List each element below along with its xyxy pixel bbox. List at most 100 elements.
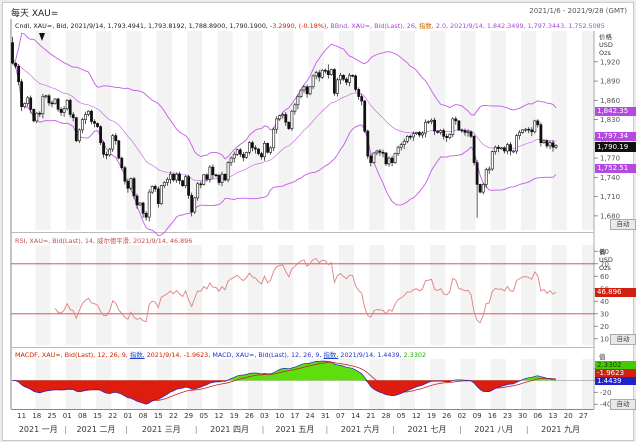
svg-text:2021 一月: 2021 一月 xyxy=(19,425,58,434)
svg-text:21: 21 xyxy=(366,412,375,420)
svg-text:|: | xyxy=(195,425,198,434)
bband-legend-text: BBnd, XAU=, Bid(Last), 26, xyxy=(330,22,417,30)
svg-text:2021 二月: 2021 二月 xyxy=(77,425,116,434)
svg-text:01: 01 xyxy=(123,412,132,420)
svg-text:10: 10 xyxy=(275,412,284,420)
last-price-badge: 1,790.19 xyxy=(595,142,636,152)
svg-text:20: 20 xyxy=(564,412,573,420)
annotation-arrow-icon xyxy=(39,33,45,41)
svg-text:1,710: 1,710 xyxy=(600,193,620,201)
svg-text:15: 15 xyxy=(154,412,163,420)
macd-method-link[interactable]: 指数, xyxy=(323,351,339,359)
bband-upper-badge: 1,842.35 xyxy=(595,107,636,116)
svg-text:01: 01 xyxy=(63,412,72,420)
chart-title: 每天 XAU= xyxy=(11,9,59,19)
rsi-axis-title-line2: USD xyxy=(599,256,613,264)
macd-value-text: 2021/9/14, 1.4439, xyxy=(340,351,402,359)
svg-text:2021 八月: 2021 八月 xyxy=(474,425,513,434)
price-legend[interactable]: Cndl, XAU=, Bid, 2021/9/14, 1,793.4941, … xyxy=(15,21,605,30)
macd-signal-value-text: 2.3302 xyxy=(403,351,427,359)
svg-text:05: 05 xyxy=(397,412,406,420)
svg-text:12: 12 xyxy=(412,412,421,420)
svg-text:|: | xyxy=(125,425,128,434)
svg-text:2021 四月: 2021 四月 xyxy=(210,425,249,434)
svg-text:|: | xyxy=(526,425,529,434)
svg-text:19: 19 xyxy=(427,412,436,420)
svg-text:1,830: 1,830 xyxy=(600,116,620,124)
svg-text:-20: -20 xyxy=(600,389,611,397)
macd-signal-badge: 2.3302 xyxy=(595,361,636,369)
svg-text:|: | xyxy=(392,425,395,434)
svg-text:1,890: 1,890 xyxy=(600,78,620,86)
svg-text:13: 13 xyxy=(549,412,558,420)
svg-text:2021 三月: 2021 三月 xyxy=(142,425,181,434)
svg-text:25: 25 xyxy=(48,412,57,420)
svg-text:60: 60 xyxy=(600,273,609,281)
svg-text:30: 30 xyxy=(518,412,527,420)
macd-autoscale-button[interactable]: 自动 xyxy=(610,399,636,410)
rsi-autoscale-button[interactable]: 自动 xyxy=(610,334,636,345)
svg-text:|: | xyxy=(262,425,265,434)
svg-text:1,680: 1,680 xyxy=(600,212,620,220)
rsi-axis-title-line1: 值 xyxy=(599,248,606,256)
rsi-legend-text: RSI, XAU=, Bid(Last), 14, 威尔德平滑, 2021/9/… xyxy=(15,237,193,245)
svg-text:22: 22 xyxy=(169,412,178,420)
svg-text:20: 20 xyxy=(600,323,609,331)
rsi-legend[interactable]: RSI, XAU=, Bid(Last), 14, 威尔德平滑, 2021/9/… xyxy=(15,236,192,245)
rsi-axis-title-line3: Ozs xyxy=(599,264,611,272)
price-autoscale-button[interactable]: 自动 xyxy=(610,219,636,230)
macd-value-badge: 1.4439 xyxy=(595,377,636,385)
rsi-value-badge: 46.896 xyxy=(595,288,636,297)
svg-text:40: 40 xyxy=(600,298,609,306)
bband-lower-badge: 1,752.51 xyxy=(595,164,636,173)
candle-legend-text: Cndl, XAU=, Bid, 2021/9/14, 1,793.4941, … xyxy=(15,22,268,30)
svg-text:11: 11 xyxy=(17,412,26,420)
svg-text:22: 22 xyxy=(108,412,117,420)
rsi-axis-title: 值 USD Ozs xyxy=(599,248,613,272)
macdf-method-link[interactable]: 指数, xyxy=(129,351,145,359)
svg-text:2021 五月: 2021 五月 xyxy=(275,425,314,434)
svg-text:12: 12 xyxy=(215,412,224,420)
bband-mid-badge: 1,797.34 xyxy=(595,132,636,141)
svg-text:06: 06 xyxy=(533,412,542,420)
price-axis-title: 价格 USD Ozs xyxy=(599,33,613,57)
price-change-text: -3.2990, (-0.18%), xyxy=(270,22,329,30)
svg-text:15: 15 xyxy=(93,412,102,420)
svg-text:-40: -40 xyxy=(600,401,611,409)
svg-text:19: 19 xyxy=(230,412,239,420)
svg-text:2021 六月: 2021 六月 xyxy=(341,424,380,434)
svg-text:1,740: 1,740 xyxy=(600,174,620,182)
macdf-value-badge: -1.9623 xyxy=(595,369,636,377)
price-axis-title-line3: Ozs xyxy=(599,49,611,57)
svg-text:1,920: 1,920 xyxy=(600,58,620,66)
svg-text:10: 10 xyxy=(600,335,609,343)
macd-legend-text: MACD, XAU=, Bid(Last), 12, 26, 9, xyxy=(212,351,322,359)
svg-text:70: 70 xyxy=(600,260,609,268)
svg-text:03: 03 xyxy=(260,412,269,420)
macd-legend[interactable]: MACDF, XAU=, Bid(Last), 12, 26, 9, 指数, 2… xyxy=(15,350,426,359)
price-axis-title-line2: USD xyxy=(599,41,613,49)
bband-values-text: 2.0, 2021/9/14, 1,842.3499, 1,797.3443, … xyxy=(435,22,605,30)
svg-text:2021 九月: 2021 九月 xyxy=(541,425,580,434)
svg-text:2021 七月: 2021 七月 xyxy=(408,425,447,434)
svg-text:|: | xyxy=(459,425,462,434)
svg-text:08: 08 xyxy=(78,412,87,420)
svg-text:23: 23 xyxy=(503,412,512,420)
date-range-label: 2021/1/6 - 2021/9/28 (GMT) xyxy=(529,7,627,15)
chart-canvas[interactable]: 1,9201,8901,8601,8301,8001,7701,7401,710… xyxy=(3,3,636,442)
svg-text:26: 26 xyxy=(442,412,451,420)
svg-text:|: | xyxy=(325,425,328,434)
macdf-legend-text: MACDF, XAU=, Bid(Last), 12, 26, 9, xyxy=(15,351,128,359)
svg-text:05: 05 xyxy=(199,412,208,420)
macd-axis-title-line1: 值 xyxy=(599,353,606,361)
bband-method-link[interactable]: 指数, xyxy=(418,22,434,30)
svg-text:08: 08 xyxy=(139,412,148,420)
svg-text:17: 17 xyxy=(290,412,299,420)
macdf-value-text: 2021/9/14, -1.9623, xyxy=(146,351,211,359)
svg-text:26: 26 xyxy=(245,412,254,420)
price-axis-title-line1: 价格 xyxy=(599,33,612,41)
svg-text:30: 30 xyxy=(600,310,609,318)
svg-text:24: 24 xyxy=(306,412,315,420)
